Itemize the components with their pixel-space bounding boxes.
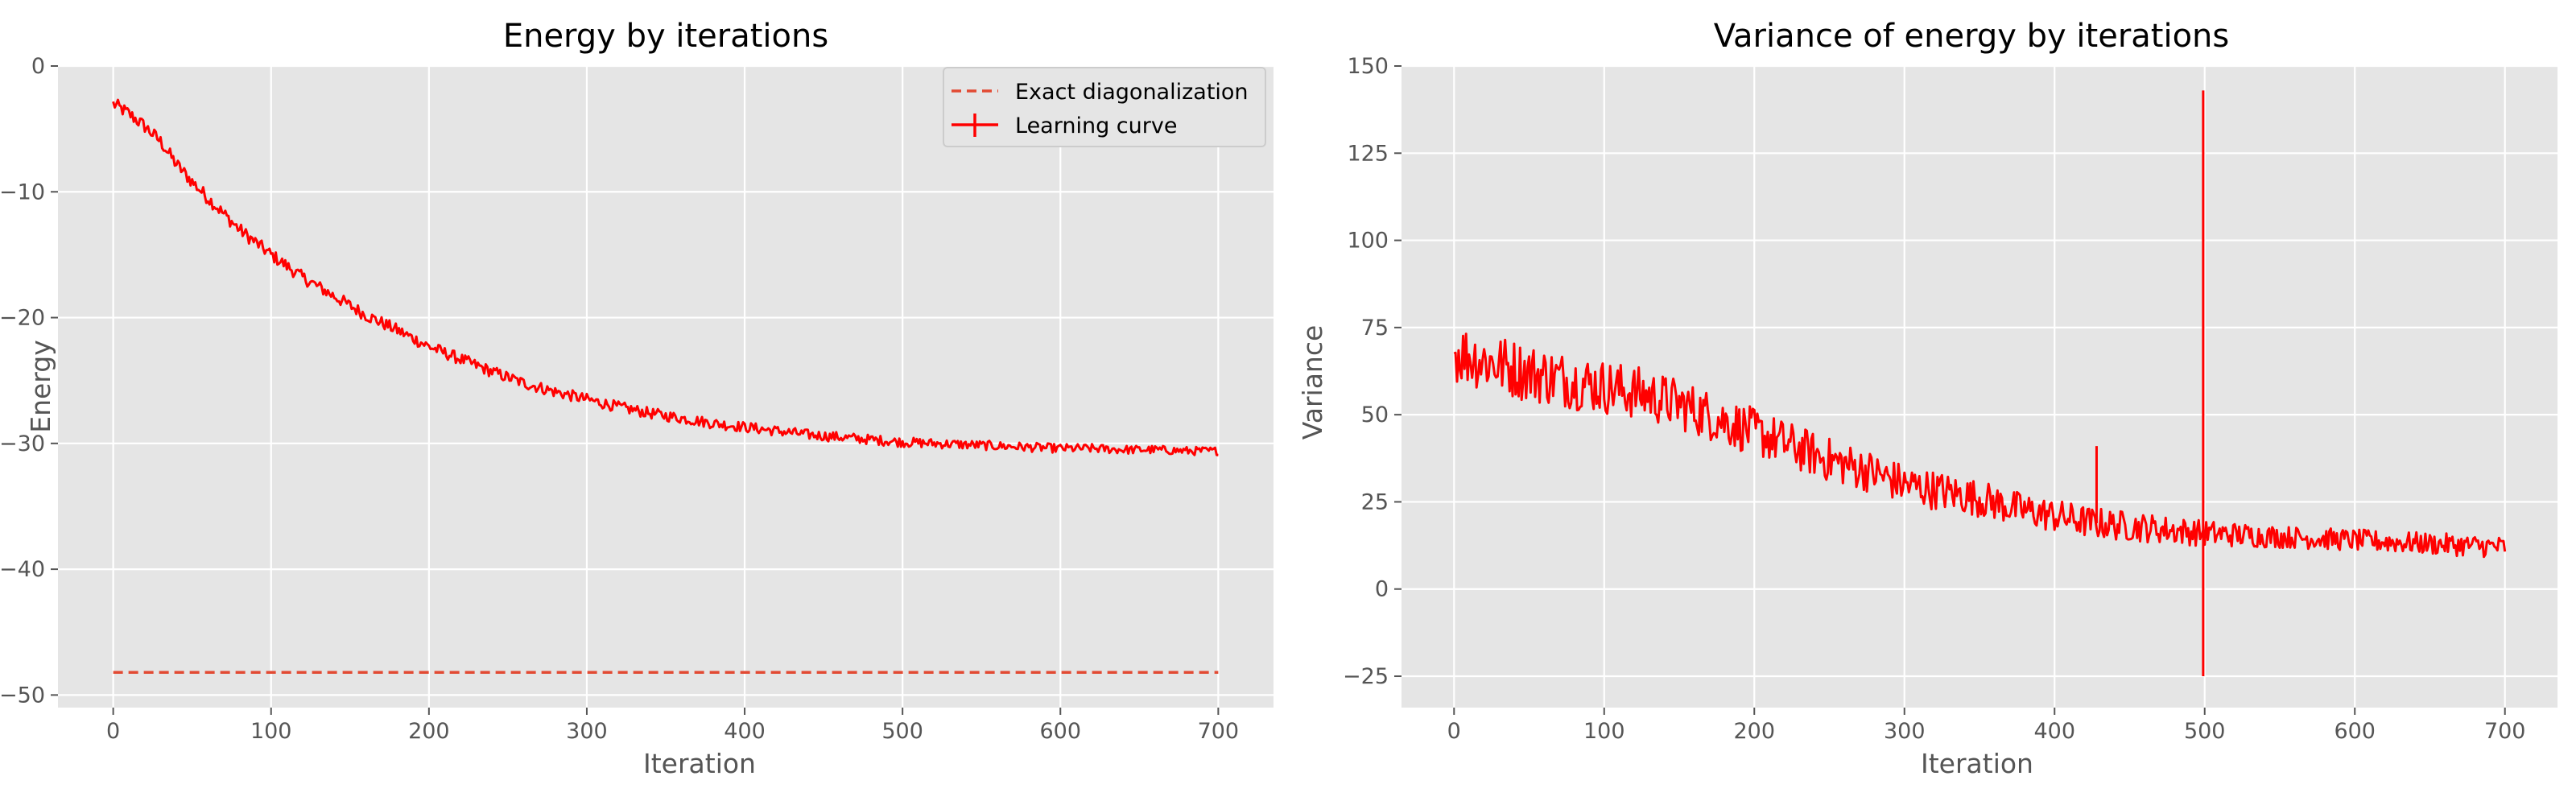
- legend-label-exact: Exact diagonalization: [1015, 80, 1249, 105]
- x-tick-label: 0: [1447, 719, 1461, 744]
- y-tick-label: 100: [1347, 229, 1389, 254]
- x-tick-label: 200: [1733, 719, 1775, 744]
- variance-chart: 0 100 200 300 400 500 600 700 −25 0 25 50 75 100 125 15…: [1297, 18, 2557, 779]
- y-tick-label: −20: [0, 306, 45, 331]
- x-tick-label: 300: [1884, 719, 1926, 744]
- variance-chart-title: Variance of energy by iterations: [1714, 18, 2229, 55]
- x-tick-label: 100: [1583, 719, 1625, 744]
- variance-ticks: 0 100 200 300 400 500 600 700 −25 0 25 50 75 100 125 15…: [1343, 54, 2525, 744]
- legend-frame: [943, 67, 1266, 147]
- x-tick-label: 500: [2184, 719, 2226, 744]
- x-tick-label: 0: [106, 719, 120, 744]
- y-tick-label: −30: [0, 431, 45, 456]
- energy-legend: Exact diagonalization Learning curve: [943, 67, 1266, 147]
- x-tick-label: 100: [250, 719, 292, 744]
- y-tick-label: −50: [0, 683, 45, 708]
- energy-ticks: 0 100 200 300 400 500 600 700 0 −10 −20 −30 −40 −50: [0, 54, 1239, 744]
- x-tick-label: 500: [881, 719, 923, 744]
- energy-chart-title: Energy by iterations: [503, 18, 828, 55]
- x-tick-label: 700: [2484, 719, 2526, 744]
- legend-label-learning: Learning curve: [1015, 114, 1177, 138]
- y-tick-label: 25: [1361, 489, 1389, 514]
- y-tick-label: −25: [1343, 664, 1389, 689]
- y-tick-label: 50: [1361, 402, 1389, 427]
- x-tick-label: 600: [2334, 719, 2376, 744]
- energy-series: [112, 98, 1219, 674]
- variance-y-axis-label: Variance: [1297, 325, 1328, 440]
- x-tick-label: 400: [724, 719, 766, 744]
- energy-series-1-line: [112, 98, 1219, 456]
- energy-grid: [58, 64, 1274, 708]
- energy-plot-area: [58, 66, 1274, 708]
- y-tick-label: 75: [1361, 316, 1389, 341]
- y-tick-label: 0: [1375, 577, 1389, 602]
- x-tick-label: 400: [2033, 719, 2075, 744]
- variance-series: [1453, 90, 2507, 677]
- x-tick-label: 600: [1039, 719, 1081, 744]
- y-tick-label: 0: [31, 54, 45, 79]
- energy-y-axis-label: Energy: [25, 340, 56, 433]
- y-tick-label: 125: [1347, 141, 1389, 166]
- x-tick-label: 300: [566, 719, 608, 744]
- x-tick-label: 700: [1198, 719, 1240, 744]
- y-tick-label: −10: [0, 180, 45, 204]
- variance-series-0-line: [1453, 332, 2507, 559]
- y-tick-label: 150: [1347, 54, 1389, 79]
- variance-x-axis-label: Iteration: [1921, 748, 2033, 779]
- x-tick-label: 200: [408, 719, 450, 744]
- energy-x-axis-label: Iteration: [643, 748, 756, 779]
- y-tick-label: −40: [0, 557, 45, 582]
- energy-chart: 0 100 200 300 400 500 600 700 0 −10 −20 −30 −40 −50 E…: [0, 18, 1274, 779]
